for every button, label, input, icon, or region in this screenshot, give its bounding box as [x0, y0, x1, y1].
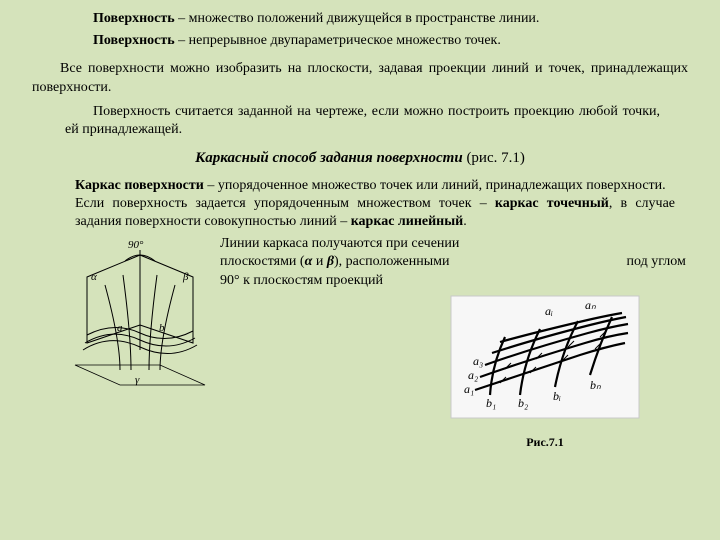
label-beta: β — [182, 271, 189, 283]
section-title: Каркасный способ задания поверхности (ри… — [20, 149, 700, 169]
mid-text: Линии каркаса получаются при сечении пло… — [220, 235, 720, 290]
def2-text: – непрерывное двупараметрическое множест… — [175, 33, 501, 48]
svg-text:b₂: b₂ — [518, 396, 528, 410]
term-karkas: Каркас поверхности — [75, 178, 204, 193]
term-line-karkas: каркас линейный — [351, 214, 464, 229]
svg-text:b₁: b₁ — [486, 396, 496, 410]
label-alpha: α — [91, 271, 97, 283]
svg-text:a₃: a₃ — [473, 354, 483, 368]
figure-right-caption: Рис.7.1 — [450, 435, 640, 451]
p1-text: Все поверхности можно изобразить на плос… — [32, 61, 688, 94]
svg-text:bₙ: bₙ — [590, 378, 601, 392]
mid-line2: плоскостями (α и β), расположенными под … — [220, 253, 720, 271]
label-gamma: γ — [135, 374, 140, 386]
p3-c: . — [463, 214, 467, 229]
paragraph-3: Каркас поверхности – упорядоченное множе… — [75, 177, 675, 232]
figure-right: a₁ a₂ a₃ aᵢ aₙ b₁ b₂ bᵢ bₙ Рис.7.1 — [450, 295, 640, 435]
paragraph-1: Все поверхности можно изобразить на плос… — [32, 60, 688, 96]
label-a: a — [117, 322, 123, 334]
section-title-bold: Каркасный способ задания поверхности — [195, 150, 463, 166]
svg-text:a₁: a₁ — [464, 382, 474, 396]
term-surface-2: Поверхность — [93, 33, 175, 48]
figure-left-svg: 90° α β a b γ — [65, 235, 215, 395]
p2-text: Поверхность считается заданной на чертеж… — [65, 104, 660, 137]
definition-1: Поверхность – множество положений движущ… — [65, 10, 670, 28]
paragraph-2: Поверхность считается заданной на чертеж… — [65, 103, 660, 139]
figure-row: 90° α β a b γ Линии каркаса получаются п… — [20, 235, 700, 425]
definition-2: Поверхность – непрерывное двупараметриче… — [65, 32, 670, 50]
label-90: 90° — [128, 239, 144, 251]
term-surface-1: Поверхность — [93, 11, 175, 26]
document-page: Поверхность – множество положений движущ… — [0, 0, 720, 540]
svg-text:aᵢ: aᵢ — [545, 304, 553, 318]
figure-right-svg: a₁ a₂ a₃ aᵢ aₙ b₁ b₂ bᵢ bₙ — [450, 295, 640, 435]
section-title-ref: (рис. 7.1) — [463, 150, 525, 166]
label-b: b — [159, 322, 165, 334]
svg-text:aₙ: aₙ — [585, 298, 596, 312]
p3-r1: – упорядоченное множество точек или лини… — [204, 178, 666, 193]
mid-line1: Линии каркаса получаются при сечении — [220, 235, 720, 253]
svg-text:bᵢ: bᵢ — [553, 389, 561, 403]
figure-left: 90° α β a b γ — [65, 235, 215, 395]
mid-line3: 90° к плоскостям проекций — [220, 272, 720, 290]
term-point-karkas: каркас точечный — [495, 196, 609, 211]
def1-text: – множество положений движущейся в прост… — [175, 11, 540, 26]
p3-a: Если поверхность задается упорядоченным … — [75, 196, 495, 211]
svg-text:a₂: a₂ — [468, 368, 478, 382]
